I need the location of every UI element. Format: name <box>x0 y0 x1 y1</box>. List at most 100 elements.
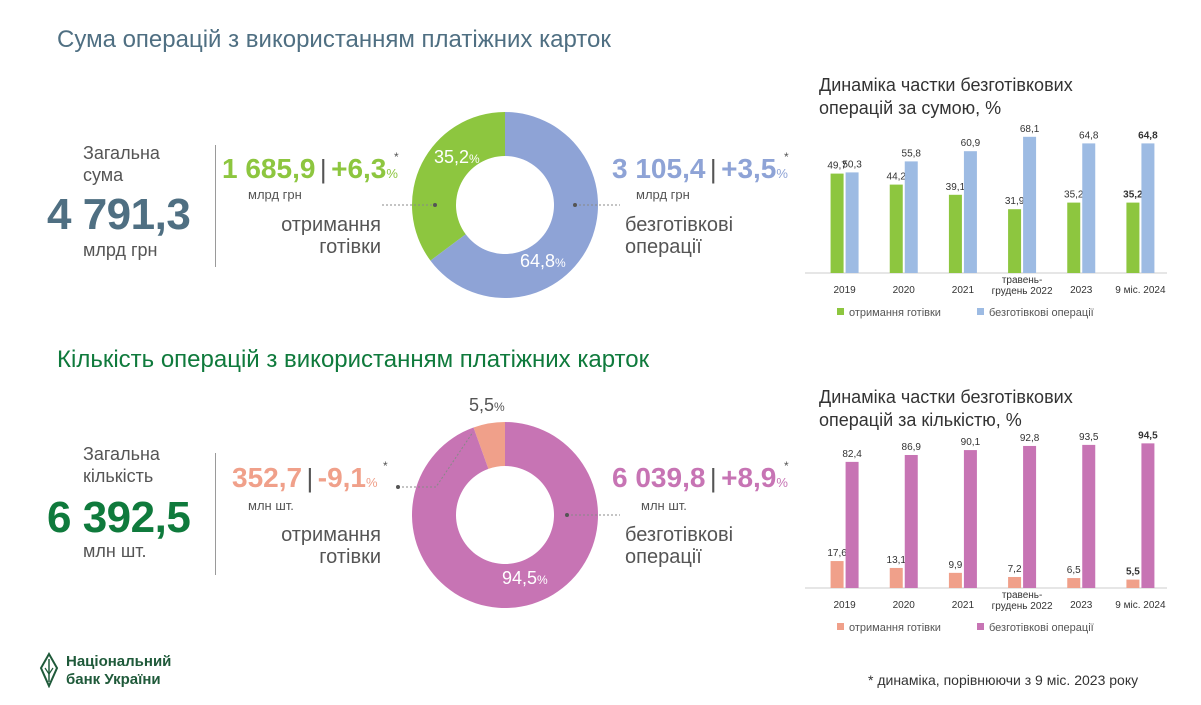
bar-cashless <box>1141 443 1155 588</box>
cashless-label-line2: операції <box>625 236 702 258</box>
donut-slice-cash <box>412 112 505 261</box>
data-label: 7,2 <box>1008 564 1022 575</box>
tick-label: 9 міс. 2024 <box>1115 600 1166 611</box>
donut-label-cash: 35,2% <box>434 147 480 168</box>
bar-cash <box>1126 579 1140 588</box>
total-count-unit: млн шт. <box>83 541 147 561</box>
percent-sign: % <box>386 166 398 181</box>
data-label: 90,1 <box>961 437 981 448</box>
data-label: 35,2 <box>1064 190 1084 201</box>
section2-title: Кількість операцій з використанням платі… <box>57 346 650 373</box>
cashless-count-label: безготівкові операції <box>625 524 733 568</box>
bar-cash <box>1008 209 1022 273</box>
asterisk: * <box>383 459 388 473</box>
footnote: * динаміка, порівнюючи з 9 міс. 2023 рок… <box>868 672 1139 688</box>
data-label: 6,5 <box>1067 565 1081 576</box>
donut-slice-cash <box>473 422 505 469</box>
leader-dot-cash <box>433 203 437 207</box>
tick-label: 9 міс. 2024 <box>1115 285 1166 296</box>
bar-cashless <box>963 151 977 273</box>
data-label: 68,1 <box>1020 124 1040 135</box>
tick-label: 2020 <box>893 285 916 296</box>
cashless-sum-unit: млрд грн <box>636 187 690 202</box>
tick-label: 2019 <box>833 285 856 296</box>
separator: | <box>709 463 717 493</box>
divider <box>215 145 216 267</box>
bar-cash <box>948 194 962 273</box>
cashless-count-change: +8,9 <box>721 462 777 493</box>
bar-cashless <box>904 454 918 588</box>
cashless-sum-figure: 3 105,4 | +3,5% <box>612 153 788 185</box>
bar-cash <box>830 173 844 273</box>
data-label: 86,9 <box>902 442 922 453</box>
section1-title: Сума операцій з використанням платіжних … <box>57 26 611 53</box>
logo-line2: банк України <box>66 671 161 688</box>
cash-sum-figure: 1 685,9 | +6,3% <box>222 153 398 185</box>
data-label: 13,1 <box>887 555 907 566</box>
bar-cashless <box>1023 136 1037 273</box>
total-sum-value: 4 791,3 <box>47 190 191 239</box>
tick-label: 2019 <box>833 600 856 611</box>
asterisk: * <box>394 150 399 164</box>
legend-swatch <box>837 623 844 630</box>
donut-label-cashless: 94,5% <box>502 568 548 589</box>
cash-label-line2: готівки <box>319 546 381 568</box>
cashless-count-unit: млн шт. <box>641 498 687 513</box>
cash-label-line1: отримання <box>281 214 381 236</box>
bar-cash <box>889 184 903 273</box>
bar-cash <box>830 561 844 588</box>
donut-label-cash: 5,5% <box>469 395 505 416</box>
nbu-logo-text: Національний банк України <box>66 653 171 689</box>
tick-label: 2023 <box>1070 285 1093 296</box>
bar-cashless <box>963 450 977 588</box>
tick-label: грудень 2022 <box>992 286 1053 297</box>
data-label: 94,5 <box>1138 430 1158 441</box>
percent-sign: % <box>366 475 378 490</box>
donut-label-cashless: 64,8% <box>520 251 566 272</box>
data-label: 64,8 <box>1138 130 1158 141</box>
total-count-label: Загальна кількість <box>83 444 160 486</box>
data-label: 49,7 <box>827 161 847 172</box>
bar-cashless <box>1141 143 1155 273</box>
cash-count-figure: 352,7 | -9,1% <box>232 462 378 494</box>
bar-cashless <box>845 461 859 588</box>
cash-sum-unit: млрд грн <box>248 187 302 202</box>
cash-count-value: 352,7 <box>232 462 303 493</box>
cash-share: 35,2 <box>434 147 470 167</box>
bar-cash <box>1067 578 1081 588</box>
tick-label: 2021 <box>952 285 975 296</box>
cashless-label-line1: безготівкові <box>625 214 734 236</box>
separator: | <box>709 154 717 184</box>
leader-dot-cashless <box>573 203 577 207</box>
tick-label: 2021 <box>952 600 975 611</box>
cashless-sum-value: 3 105,4 <box>612 153 706 184</box>
donut-slice-cashless <box>412 422 598 608</box>
separator: | <box>319 154 327 184</box>
bar-cashless <box>845 172 859 273</box>
cash-count-label: отримання готівки <box>278 524 381 568</box>
divider <box>215 453 216 575</box>
sum-donut-chart <box>382 112 620 298</box>
bar-cash <box>1067 202 1081 273</box>
chart2-title: Динаміка частки безготівкових операцій з… <box>819 387 1073 430</box>
cashless-count-value: 6 039,8 <box>612 462 706 493</box>
total-sum-unit: млрд грн <box>83 240 158 260</box>
donut-slice-cashless <box>430 112 598 298</box>
data-label: 92,8 <box>1020 433 1040 444</box>
legend-swatch <box>977 623 984 630</box>
tick-label: грудень 2022 <box>992 601 1053 612</box>
bar-cashless <box>904 161 918 273</box>
bar-cash <box>889 567 903 588</box>
cashless-sum-label: безготівкові операції <box>625 214 733 258</box>
percent-sign: % <box>776 475 788 490</box>
leader-line-cash <box>398 431 474 488</box>
legend-swatch <box>977 308 984 315</box>
asterisk: * <box>784 459 789 473</box>
cash-sum-value: 1 685,9 <box>222 153 316 184</box>
cash-label-line2: готівки <box>319 236 381 258</box>
nbu-logo-icon <box>39 652 59 688</box>
bar-cashless <box>1082 444 1096 588</box>
bar-cashless <box>1082 143 1096 273</box>
legend-entry: безготівкові операції <box>989 622 1094 634</box>
total-sum-label: Загальна сума <box>83 143 160 185</box>
